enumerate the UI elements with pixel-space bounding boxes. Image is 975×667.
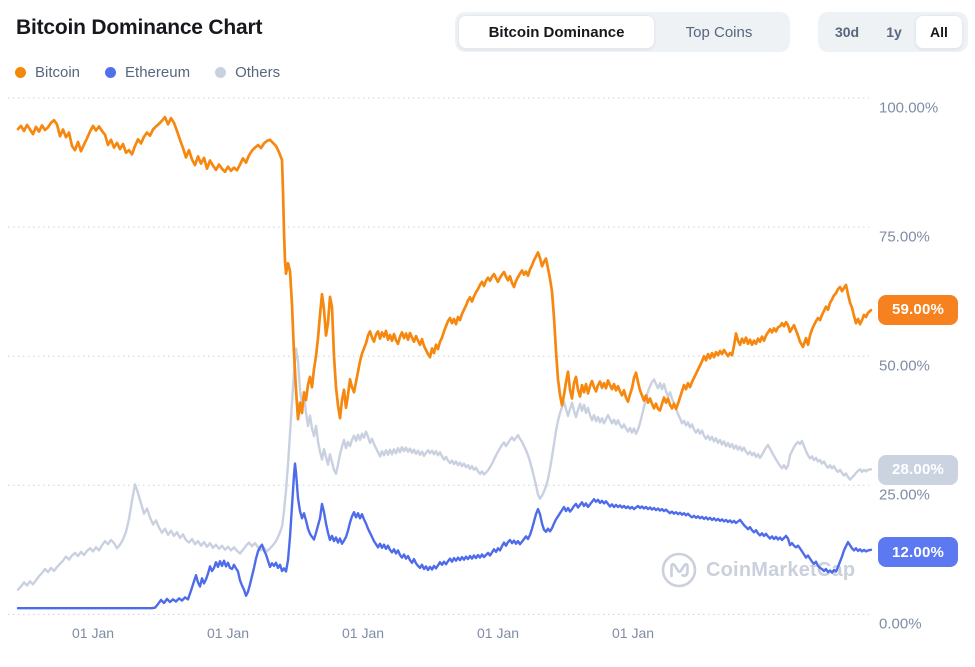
range-all-button[interactable]: All bbox=[915, 15, 963, 49]
y-tick-25: 25.00% bbox=[879, 486, 930, 504]
others-legend-dot-icon bbox=[215, 66, 227, 78]
top-coins-tab[interactable]: Top Coins bbox=[655, 15, 783, 49]
x-tick-3: 01 Jan bbox=[341, 625, 385, 641]
ethereum-value-badge: 12.00% bbox=[878, 537, 958, 568]
series-line-bitcoin bbox=[16, 115, 873, 421]
legend-item-ethereum[interactable]: Ethereum bbox=[105, 64, 190, 81]
bitcoin-legend-dot-icon bbox=[15, 66, 26, 78]
y-tick-75: 75.00% bbox=[879, 228, 930, 246]
legend-item-others[interactable]: Others bbox=[215, 64, 280, 81]
coinmarketcap-logo-icon bbox=[661, 552, 697, 588]
y-tick-0: 0.00% bbox=[879, 615, 922, 633]
page-title: Bitcoin Dominance Chart bbox=[16, 16, 263, 39]
y-tick-50: 50.00% bbox=[879, 357, 930, 375]
y-tick-100: 100.00% bbox=[879, 99, 939, 117]
series-line-ethereum bbox=[16, 462, 873, 610]
legend-label-bitcoin: Bitcoin bbox=[35, 63, 81, 81]
legend-item-bitcoin[interactable]: Bitcoin bbox=[15, 64, 80, 81]
legend-label-ethereum: Ethereum bbox=[125, 63, 191, 81]
others-value-badge: 28.00% bbox=[878, 454, 958, 485]
legend: Bitcoin Ethereum Others bbox=[15, 61, 305, 83]
range-30d-button[interactable]: 30d bbox=[821, 15, 873, 49]
x-tick-5: 01 Jan bbox=[611, 625, 655, 641]
chart-type-toggle: Bitcoin Dominance Top Coins bbox=[455, 12, 790, 52]
x-tick-1: 01 Jan bbox=[71, 625, 115, 641]
x-tick-4: 01 Jan bbox=[476, 625, 520, 641]
range-1y-button[interactable]: 1y bbox=[873, 15, 915, 49]
legend-label-others: Others bbox=[235, 63, 281, 81]
time-range-toggle: 30d 1y All bbox=[818, 12, 968, 52]
bitcoin-dominance-tab[interactable]: Bitcoin Dominance bbox=[458, 15, 655, 49]
ethereum-legend-dot-icon bbox=[105, 66, 117, 78]
x-tick-2: 01 Jan bbox=[206, 625, 250, 641]
bitcoin-value-badge: 59.00% bbox=[878, 294, 958, 325]
series-line-others bbox=[16, 347, 873, 591]
